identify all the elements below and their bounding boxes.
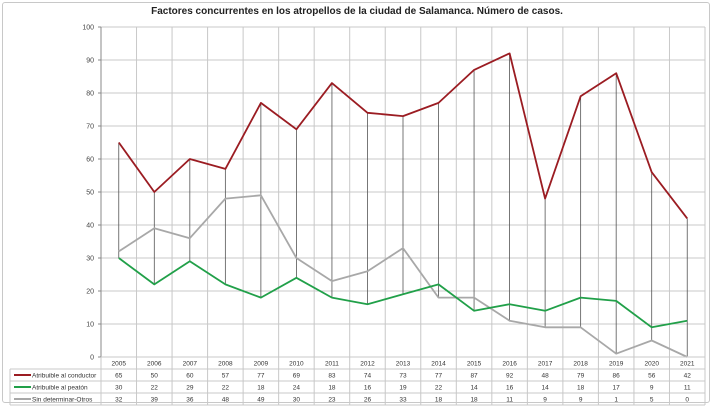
table-cell: 86 bbox=[613, 373, 621, 380]
table-cell: 83 bbox=[328, 373, 336, 380]
table-cell: 87 bbox=[470, 373, 478, 380]
table-cell: 19 bbox=[399, 385, 407, 392]
x-category-label: 2005 bbox=[112, 361, 127, 368]
table-cell: 18 bbox=[257, 385, 265, 392]
table-cell: 22 bbox=[435, 385, 443, 392]
table-cell: 56 bbox=[648, 373, 656, 380]
chart-frame bbox=[2, 2, 710, 403]
table-cell: 11 bbox=[506, 397, 513, 404]
table-cell: 50 bbox=[151, 373, 159, 380]
y-tick-label: 90 bbox=[86, 58, 94, 65]
table-cell: 69 bbox=[293, 373, 301, 380]
table-cell: 14 bbox=[470, 385, 478, 392]
table-cell: 48 bbox=[222, 397, 230, 404]
x-category-label: 2006 bbox=[147, 361, 162, 368]
table-cell: 1 bbox=[614, 397, 618, 404]
table-cell: 0 bbox=[685, 397, 689, 404]
table-cell: 18 bbox=[577, 385, 585, 392]
table-cell: 5 bbox=[650, 397, 654, 404]
x-category-label: 2021 bbox=[680, 361, 695, 368]
x-category-label: 2010 bbox=[289, 361, 304, 368]
table-cell: 42 bbox=[684, 373, 692, 380]
table-cell: 17 bbox=[613, 385, 621, 392]
table-cell: 22 bbox=[151, 385, 159, 392]
x-category-label: 2008 bbox=[218, 361, 233, 368]
table-cell: 16 bbox=[506, 385, 514, 392]
y-tick-label: 60 bbox=[86, 157, 94, 164]
x-category-label: 2015 bbox=[467, 361, 482, 368]
table-cell: 16 bbox=[364, 385, 372, 392]
table-cell: 57 bbox=[222, 373, 230, 380]
x-category-label: 2014 bbox=[431, 361, 446, 368]
table-cell: 79 bbox=[577, 373, 585, 380]
table-cell: 74 bbox=[364, 373, 372, 380]
y-tick-label: 30 bbox=[86, 256, 94, 263]
legend-label: Sin determinar-Otros bbox=[32, 397, 93, 404]
high-low-lines bbox=[118, 53, 688, 357]
table-cell: 77 bbox=[257, 373, 265, 380]
table-cell: 26 bbox=[364, 397, 372, 404]
table-cell: 23 bbox=[328, 397, 336, 404]
table-cell: 18 bbox=[328, 385, 336, 392]
table-cell: 39 bbox=[151, 397, 159, 404]
x-category-label: 2020 bbox=[644, 361, 659, 368]
table-cell: 18 bbox=[435, 397, 443, 404]
chart-title: Factores concurrentes en los atropellos … bbox=[151, 6, 563, 17]
table-cell: 30 bbox=[293, 397, 301, 404]
legend-label: Atribuible al peatón bbox=[32, 385, 88, 392]
table-cell: 92 bbox=[506, 373, 514, 380]
data-table: 2005 2006 2007 2008 2009 2010 2011 2012 2013 2014… bbox=[9, 356, 706, 406]
y-tick-label: 40 bbox=[86, 223, 94, 230]
series-line-0 bbox=[118, 52, 688, 219]
x-category-label: 2016 bbox=[502, 361, 517, 368]
table-cell: 77 bbox=[435, 373, 443, 380]
table-cell: 29 bbox=[186, 385, 194, 392]
table-cell: 11 bbox=[684, 385, 691, 392]
y-tick-label: 70 bbox=[86, 124, 94, 131]
y-tick-label: 20 bbox=[86, 289, 94, 296]
x-category-label: 2009 bbox=[254, 361, 269, 368]
y-axis: 0 10 20 30 40 50 60 70 80 90 100 bbox=[82, 25, 102, 362]
table-cell: 48 bbox=[542, 373, 550, 380]
x-category-label: 2013 bbox=[396, 361, 411, 368]
x-category-label: 2019 bbox=[609, 361, 624, 368]
y-tick-label: 80 bbox=[86, 91, 94, 98]
table-cell: 49 bbox=[257, 397, 265, 404]
data-series bbox=[118, 52, 688, 358]
x-category-label: 2007 bbox=[183, 361, 198, 368]
table-cell: 22 bbox=[222, 385, 230, 392]
y-tick-label: 50 bbox=[86, 190, 94, 197]
table-cell: 73 bbox=[399, 373, 407, 380]
table-cell: 32 bbox=[115, 397, 123, 404]
table-cell: 24 bbox=[293, 385, 301, 392]
series-line-1 bbox=[118, 257, 688, 329]
table-cell: 33 bbox=[399, 397, 407, 404]
y-tick-label: 100 bbox=[82, 25, 94, 32]
table-cell: 30 bbox=[115, 385, 123, 392]
table-cell: 36 bbox=[186, 397, 194, 404]
x-category-label: 2018 bbox=[573, 361, 588, 368]
x-category-label: 2012 bbox=[360, 361, 375, 368]
y-tick-label: 10 bbox=[86, 322, 94, 329]
table-cell: 9 bbox=[579, 397, 583, 404]
y-tick-label: 0 bbox=[90, 355, 94, 362]
table-cell: 18 bbox=[470, 397, 478, 404]
legend-label: Atribuible al conductor bbox=[32, 373, 97, 380]
table-cell: 9 bbox=[543, 397, 547, 404]
table-cell: 9 bbox=[650, 385, 654, 392]
series-line-2 bbox=[118, 194, 688, 358]
x-category-label: 2011 bbox=[325, 361, 339, 368]
table-cell: 65 bbox=[115, 373, 123, 380]
table-cell: 14 bbox=[542, 385, 550, 392]
table-cell: 60 bbox=[186, 373, 194, 380]
x-category-label: 2017 bbox=[538, 361, 553, 368]
